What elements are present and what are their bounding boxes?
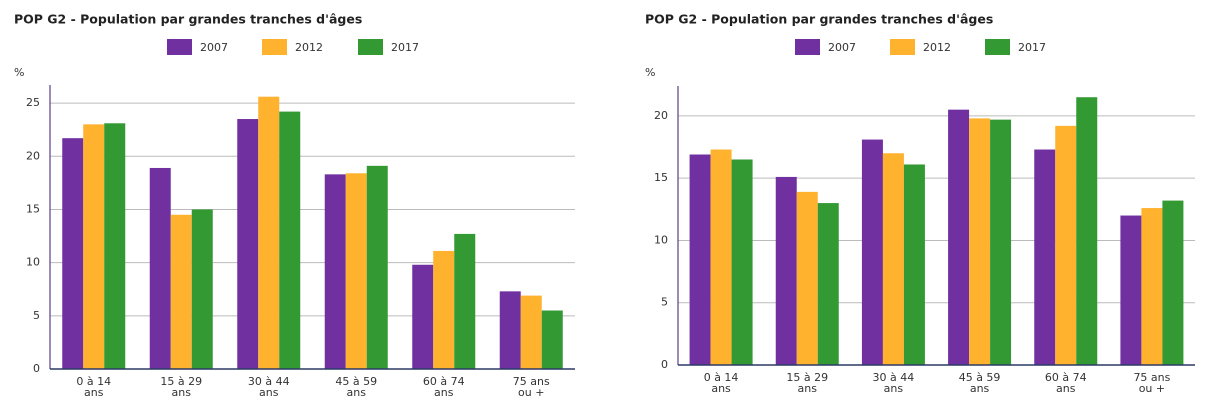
legend-swatch: [167, 39, 192, 55]
x-tick-label: 0 à 14 ans: [76, 375, 112, 399]
y-tick-label: 25: [26, 96, 40, 109]
y-tick-label: 10: [26, 256, 40, 269]
bar: [1141, 208, 1163, 365]
y-tick-label: 0: [33, 362, 40, 375]
bar: [345, 173, 367, 369]
legend-label: 2017: [1018, 41, 1046, 54]
x-tick-label: 60 à 74 ans: [422, 375, 465, 399]
bar: [433, 250, 455, 369]
legend-label: 2017: [391, 41, 419, 54]
legend-label: 2007: [200, 41, 228, 54]
chart-title: POP G2 - Population par grandes tranches…: [14, 12, 362, 27]
bar: [882, 153, 904, 365]
bar: [817, 203, 839, 365]
bar: [861, 139, 883, 365]
legend-swatch: [890, 39, 915, 55]
legend-label: 2012: [295, 41, 323, 54]
bar: [710, 149, 732, 365]
bar: [104, 123, 126, 369]
bar: [237, 119, 259, 370]
bar: [1034, 149, 1056, 365]
x-tick-label: 15 à 29 ans: [786, 371, 829, 395]
x-tick-label: 75 ans ou +: [1133, 371, 1171, 395]
bar: [903, 164, 925, 365]
bar: [1055, 125, 1077, 365]
legend-label: 2007: [828, 41, 856, 54]
y-tick-label: 15: [654, 171, 668, 184]
bar: [258, 96, 280, 369]
bar: [149, 167, 171, 369]
y-tick-label: 20: [26, 149, 40, 162]
x-tick-label: 30 à 44 ans: [872, 371, 915, 395]
y-axis-label: %: [14, 66, 24, 79]
bar: [83, 124, 105, 369]
bar: [1120, 215, 1142, 365]
bar: [170, 214, 192, 369]
bar: [454, 233, 476, 369]
bar: [279, 111, 301, 369]
y-tick-label: 5: [661, 296, 668, 309]
bar: [1076, 97, 1098, 365]
bar: [499, 291, 521, 369]
legend-swatch: [795, 39, 820, 55]
bar: [796, 191, 818, 365]
bar: [520, 295, 542, 369]
bar: [969, 118, 991, 365]
bar: [366, 165, 388, 369]
bar: [775, 176, 797, 365]
legend-swatch: [985, 39, 1010, 55]
bar: [62, 138, 84, 369]
legend-swatch: [358, 39, 383, 55]
y-tick-label: 10: [654, 233, 668, 246]
bar: [324, 174, 346, 369]
bar: [731, 159, 753, 365]
chart-title: POP G2 - Population par grandes tranches…: [645, 12, 993, 27]
x-tick-label: 15 à 29 ans: [160, 375, 203, 399]
x-tick-label: 60 à 74 ans: [1044, 371, 1087, 395]
y-tick-label: 15: [26, 202, 40, 215]
x-tick-label: 0 à 14 ans: [703, 371, 739, 395]
x-tick-label: 30 à 44 ans: [247, 375, 290, 399]
bar: [191, 209, 213, 369]
y-axis-label: %: [645, 66, 655, 79]
bar: [541, 310, 563, 369]
bar: [412, 264, 434, 369]
y-tick-label: 5: [33, 309, 40, 322]
legend-swatch: [262, 39, 287, 55]
bar: [1162, 200, 1184, 365]
bar: [689, 154, 711, 365]
x-tick-label: 45 à 59 ans: [335, 375, 378, 399]
y-tick-label: 0: [661, 358, 668, 371]
bar: [948, 109, 970, 365]
legend-label: 2012: [923, 41, 951, 54]
y-tick-label: 20: [654, 109, 668, 122]
bar: [990, 119, 1012, 366]
x-tick-label: 75 ans ou +: [512, 375, 550, 399]
x-tick-label: 45 à 59 ans: [958, 371, 1001, 395]
